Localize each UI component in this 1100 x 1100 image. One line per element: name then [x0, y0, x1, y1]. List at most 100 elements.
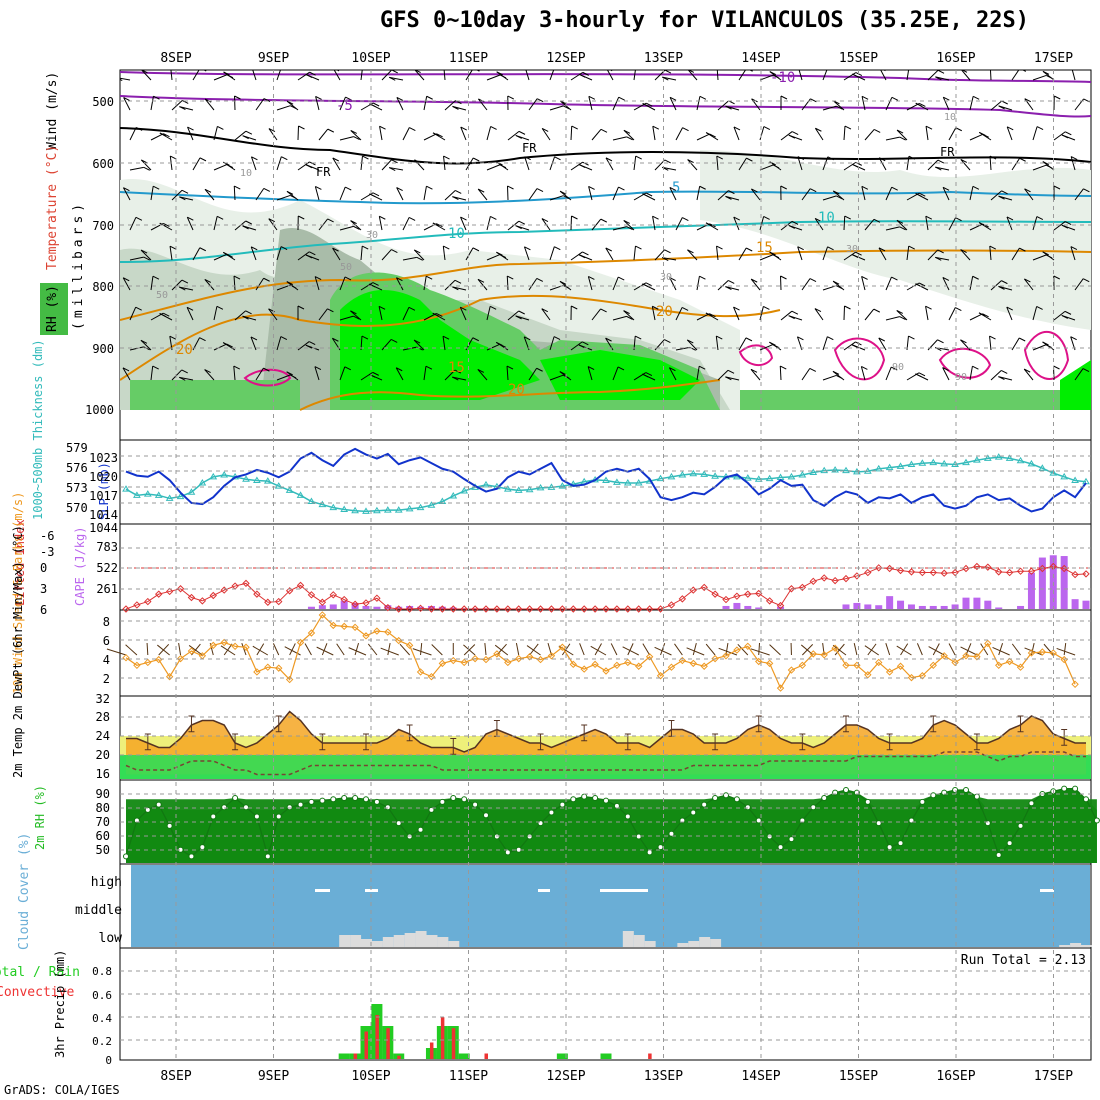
precip-plot — [338, 1004, 652, 1059]
wind-barb — [315, 96, 320, 111]
li-point — [700, 583, 708, 592]
surface-wind-barb — [336, 643, 345, 656]
rh-point — [461, 796, 468, 803]
thickness-point — [656, 474, 665, 482]
thickness-point — [1071, 476, 1079, 484]
cape-bar — [940, 605, 948, 609]
isotherm-label: 15 — [756, 240, 773, 256]
wind-barb-flag — [960, 339, 967, 344]
wind-speed-point — [307, 629, 316, 637]
thickness-point — [678, 471, 687, 478]
wind-barb-flag — [327, 308, 334, 313]
wind-barb-flag — [432, 312, 439, 317]
wind-barb-flag — [199, 337, 206, 342]
sounding-axis-labels: Wind (m/s) Temperature (°C) RH (%) (mill… — [40, 72, 86, 335]
wind-barb — [276, 194, 291, 201]
wind-barb — [925, 306, 929, 321]
rh-point — [952, 786, 959, 793]
thickness-point — [383, 506, 392, 513]
wind-barb — [378, 216, 383, 231]
low-cloud-bar — [415, 931, 427, 947]
wind-barb — [843, 125, 846, 141]
wind-barb — [395, 277, 404, 291]
li-point — [820, 574, 828, 582]
wind-barb — [750, 278, 761, 291]
wind-speed-point — [416, 668, 425, 676]
slp-line — [125, 447, 1087, 513]
wind-speed-point — [253, 668, 261, 676]
wind-barb-flag — [827, 156, 835, 161]
wind-barb-flag — [571, 125, 578, 130]
wind-barb-flag — [361, 245, 369, 250]
wind-barb-flag — [836, 105, 843, 110]
wind-barb — [733, 216, 740, 231]
date-label-top: 8SEP — [160, 51, 191, 66]
wind-barb-flag — [626, 315, 633, 320]
thickness-point — [1005, 454, 1014, 461]
thickness-point — [831, 466, 839, 473]
wind-barb-flag — [652, 215, 659, 220]
temp-band-overlay — [120, 755, 1091, 779]
wind-barb-flag — [669, 96, 677, 101]
wind-speed-point — [340, 622, 348, 631]
wind-barb — [1032, 74, 1047, 81]
wind-barb-flag — [369, 193, 376, 198]
wind-barb-flag — [896, 219, 904, 224]
cape-bar — [733, 602, 741, 609]
wind-barb — [442, 336, 446, 351]
thickness-axis-label: 1000~500mb Thickness (dm) — [31, 339, 45, 520]
surface-wind-barb — [758, 642, 760, 656]
wind-barb-flag — [855, 251, 862, 256]
wind-barb-flag — [699, 185, 706, 190]
thickness-point — [373, 506, 381, 514]
wind-barb — [612, 226, 627, 231]
wind-barb — [250, 246, 257, 261]
wind-barb — [814, 127, 824, 141]
wind-barb-flag — [1064, 221, 1072, 226]
wind-barb-flag — [372, 371, 379, 376]
wind-barb — [880, 70, 887, 81]
date-label-top: 14SEP — [741, 51, 780, 66]
wind-barb-flag — [635, 245, 642, 250]
wind-barb — [444, 279, 456, 291]
wind-barb-flag — [699, 275, 706, 280]
cape-bar — [1060, 556, 1068, 609]
wind-barb-flag — [536, 188, 544, 192]
wind-barb — [927, 70, 939, 81]
li-point — [547, 605, 556, 613]
wind-barb — [885, 226, 900, 231]
surface-wind-barb — [932, 643, 940, 656]
wind-barb — [623, 129, 635, 141]
wind-axis-labels: 10m Wind Speed & Barbs (m/s) 8 6 4 2 — [11, 492, 110, 694]
wind-barb — [186, 307, 194, 321]
wind-barb-flag — [972, 95, 980, 100]
thickness-point — [460, 487, 469, 494]
li-point — [569, 605, 577, 613]
wind-barb-flag — [1006, 126, 1014, 131]
isotherm-label: FR — [316, 165, 331, 179]
wind-barb — [549, 105, 564, 111]
li-point — [155, 590, 163, 598]
wind-barb-flag — [506, 365, 514, 370]
wind-barb-flag — [372, 192, 380, 197]
wind-tick: 2 — [103, 672, 110, 686]
precip-convective-bar — [353, 1053, 358, 1059]
wind-barb-flag — [833, 70, 834, 71]
wind-barb-flag — [489, 305, 497, 310]
wind-barb — [378, 306, 383, 321]
rh-label: 30 — [660, 272, 672, 283]
wind-barb — [541, 308, 551, 321]
wind-barb-flag — [536, 367, 543, 372]
wind-barb-flag — [141, 159, 148, 164]
wind-barb — [759, 254, 774, 261]
li-tick: -3 — [40, 545, 54, 559]
wind-barb-flag — [362, 155, 369, 160]
thickness-point — [416, 503, 425, 511]
wind-barb-flag — [989, 335, 996, 340]
wind-barb — [402, 307, 410, 321]
cape-bar — [929, 605, 937, 609]
surface-wind-barb — [526, 645, 541, 656]
wind-barb-flag — [223, 71, 230, 76]
isotherm-label: -10 — [770, 70, 795, 86]
date-label-bottom: 15SEP — [839, 1069, 878, 1084]
